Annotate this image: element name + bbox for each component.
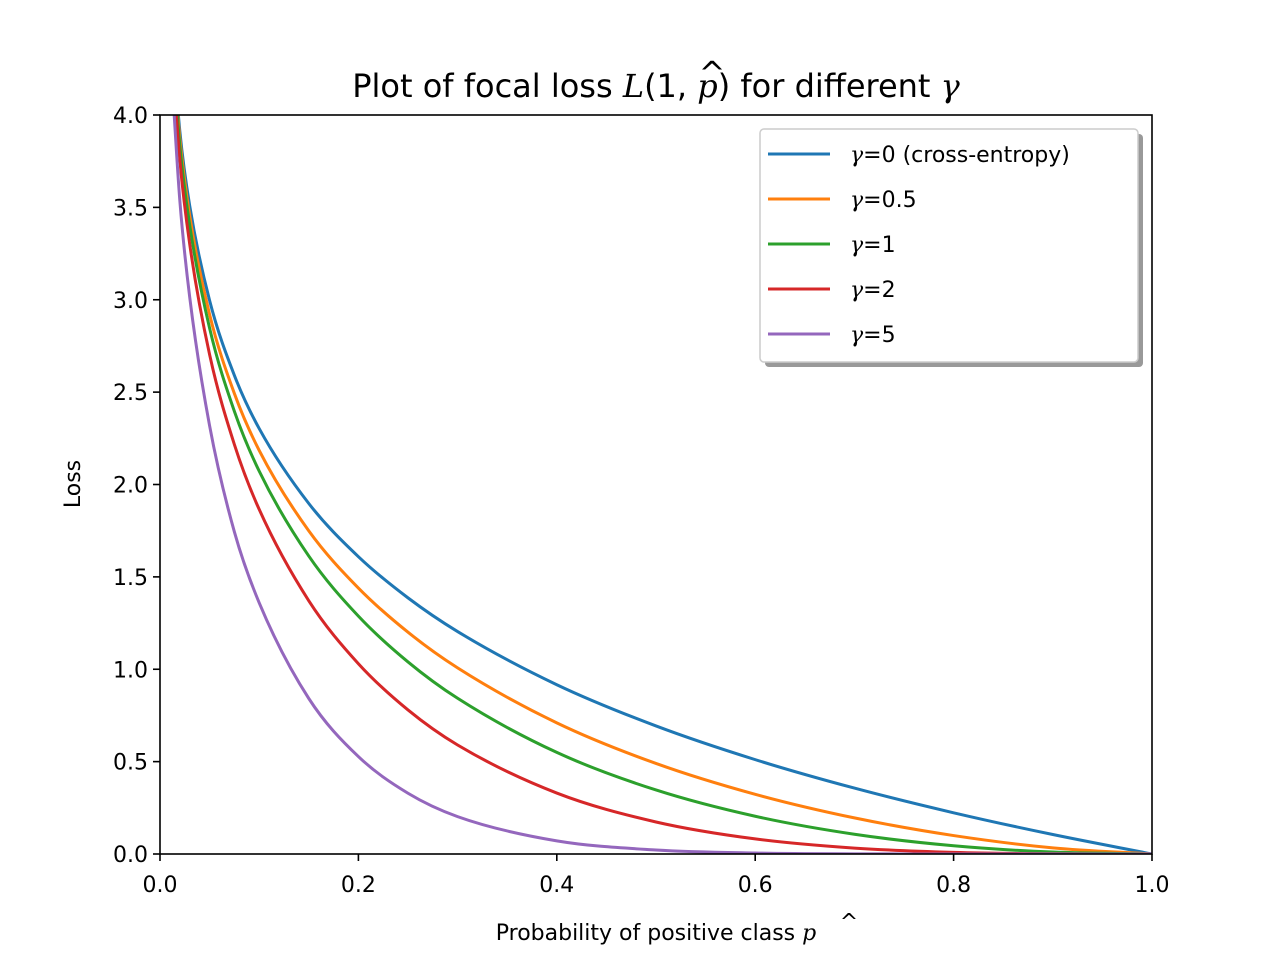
y-tick-label: 2.5 (113, 381, 148, 406)
x-axis-ticks: 0.0 0.2 0.4 0.6 0.8 1.0 (143, 854, 1170, 898)
x-axis-label: Probability of positive class p (496, 921, 816, 946)
x-axis-label-hat-accent: ^ (840, 910, 858, 935)
legend-label-1: γ=0.5 (850, 188, 917, 213)
y-tick-label: 1.5 (113, 566, 148, 591)
y-axis-label: Loss (61, 460, 86, 508)
y-tick-label: 0.5 (113, 751, 148, 776)
series-line-0 (176, 115, 1152, 854)
legend-label-4: γ=5 (850, 323, 896, 348)
title-hat-accent: ^ (699, 54, 726, 92)
x-tick-label: 0.8 (936, 873, 971, 898)
x-tick-label: 0.6 (738, 873, 773, 898)
series-layer (172, 115, 1152, 854)
legend: γ=0 (cross-entropy) γ=0.5 γ=1 γ=2 γ=5 (759, 128, 1143, 367)
y-tick-label: 1.0 (113, 658, 148, 683)
y-tick-label: 0.0 (113, 843, 148, 868)
legend-entries: γ=0 (cross-entropy) γ=0.5 γ=1 γ=2 γ=5 (768, 143, 1070, 348)
x-tick-label: 0.2 (341, 873, 376, 898)
legend-box (759, 128, 1139, 363)
chart-title: Plot of focal loss L(1, p) for different… (352, 67, 960, 105)
series-line-2 (175, 115, 1152, 854)
x-tick-label: 1.0 (1135, 873, 1170, 898)
legend-label-3: γ=2 (850, 278, 896, 303)
legend-label-0: γ=0 (cross-entropy) (850, 143, 1070, 168)
x-tick-label: 0.4 (539, 873, 574, 898)
x-tick-label: 0.0 (143, 873, 178, 898)
y-tick-label: 3.0 (113, 289, 148, 314)
y-tick-label: 3.5 (113, 196, 148, 221)
legend-label-2: γ=1 (850, 233, 896, 258)
y-tick-label: 2.0 (113, 474, 148, 499)
series-line-3 (174, 115, 1152, 854)
y-axis-ticks: 0.0 0.5 1.0 1.5 2.0 2.5 3.0 3.5 4.0 (113, 104, 160, 868)
series-line-1 (176, 115, 1152, 854)
y-tick-label: 4.0 (113, 104, 148, 129)
